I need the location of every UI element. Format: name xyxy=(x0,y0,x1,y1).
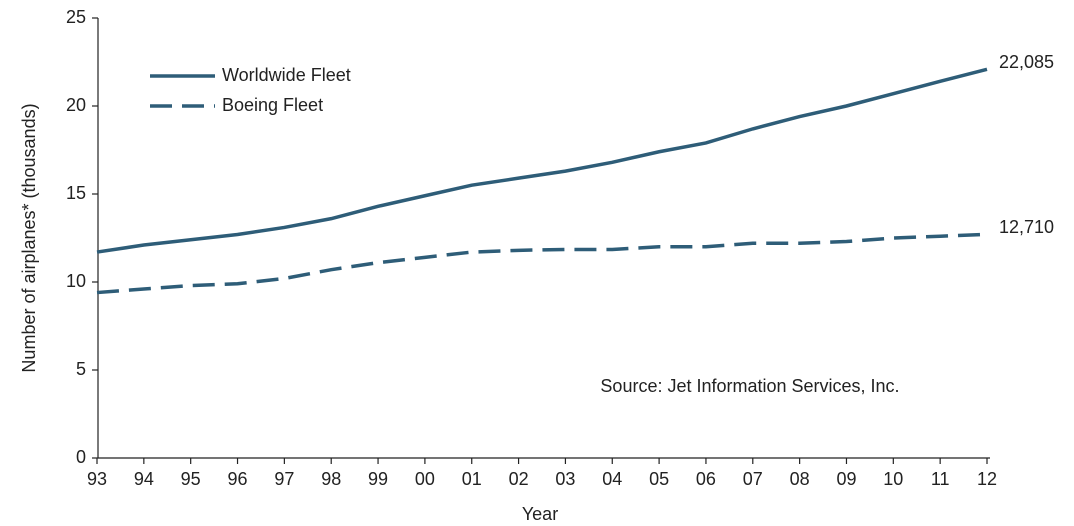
y-tick-label: 10 xyxy=(66,271,86,291)
x-tick-label: 10 xyxy=(883,469,903,489)
x-tick-label: 09 xyxy=(836,469,856,489)
x-tick-label: 08 xyxy=(790,469,810,489)
x-tick-label: 06 xyxy=(696,469,716,489)
y-tick-label: 20 xyxy=(66,95,86,115)
x-tick-label: 00 xyxy=(415,469,435,489)
x-tick-label: 02 xyxy=(509,469,529,489)
legend-label: Boeing Fleet xyxy=(222,95,323,115)
value-label: 12,710 xyxy=(999,217,1054,237)
y-axis-label: Number of airplanes* (thousands) xyxy=(19,103,39,372)
y-tick-label: 25 xyxy=(66,7,86,27)
x-tick-label: 07 xyxy=(743,469,763,489)
x-tick-label: 98 xyxy=(321,469,341,489)
y-tick-label: 0 xyxy=(76,447,86,467)
legend-label: Worldwide Fleet xyxy=(222,65,351,85)
y-tick-label: 15 xyxy=(66,183,86,203)
x-tick-label: 12 xyxy=(977,469,997,489)
x-tick-label: 03 xyxy=(555,469,575,489)
x-tick-label: 99 xyxy=(368,469,388,489)
x-tick-label: 95 xyxy=(181,469,201,489)
x-tick-label: 05 xyxy=(649,469,669,489)
y-tick-label: 5 xyxy=(76,359,86,379)
x-tick-label: 11 xyxy=(931,469,950,489)
x-axis-label: Year xyxy=(522,504,558,524)
series-line xyxy=(96,67,988,254)
x-tick-label: 04 xyxy=(602,469,622,489)
value-label: 22,085 xyxy=(999,52,1054,72)
x-tick-label: 01 xyxy=(462,469,482,489)
source-note: Source: Jet Information Services, Inc. xyxy=(600,376,899,396)
series-line xyxy=(96,232,988,295)
x-tick-label: 93 xyxy=(87,469,107,489)
x-tick-label: 94 xyxy=(134,469,154,489)
x-tick-label: 96 xyxy=(228,469,248,489)
x-tick-label: 97 xyxy=(274,469,294,489)
